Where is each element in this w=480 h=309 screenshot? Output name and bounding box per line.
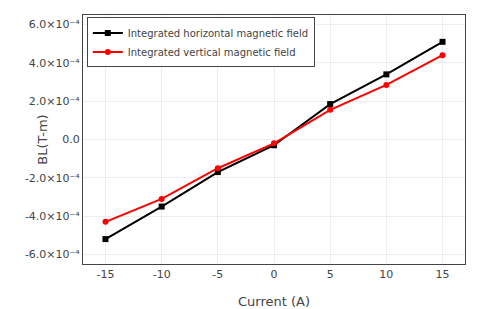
svg-text:-5: -5: [212, 268, 223, 281]
svg-text:2.0×10⁻⁴: 2.0×10⁻⁴: [29, 95, 81, 108]
svg-text:-6.0×10⁻⁴: -6.0×10⁻⁴: [25, 248, 80, 261]
svg-text:Integrated vertical magnetic f: Integrated vertical magnetic field: [128, 47, 296, 58]
svg-text:-10: -10: [153, 268, 171, 281]
svg-text:4.0×10⁻⁴: 4.0×10⁻⁴: [29, 57, 81, 70]
svg-text:Integrated horizontal magnetic: Integrated horizontal magnetic field: [128, 28, 308, 39]
svg-text:-2.0×10⁻⁴: -2.0×10⁻⁴: [25, 172, 80, 185]
svg-text:BL(T-m): BL(T-m): [35, 114, 50, 164]
svg-text:0: 0: [271, 268, 278, 281]
svg-text:Current (A): Current (A): [238, 294, 310, 309]
svg-text:6.0×10⁻⁴: 6.0×10⁻⁴: [29, 18, 81, 31]
svg-text:-15: -15: [96, 268, 114, 281]
svg-text:10: 10: [379, 268, 393, 281]
svg-text:5: 5: [327, 268, 334, 281]
svg-text:0.0: 0.0: [62, 133, 80, 146]
svg-text:15: 15: [436, 268, 450, 281]
svg-text:-4.0×10⁻⁴: -4.0×10⁻⁴: [25, 210, 80, 223]
